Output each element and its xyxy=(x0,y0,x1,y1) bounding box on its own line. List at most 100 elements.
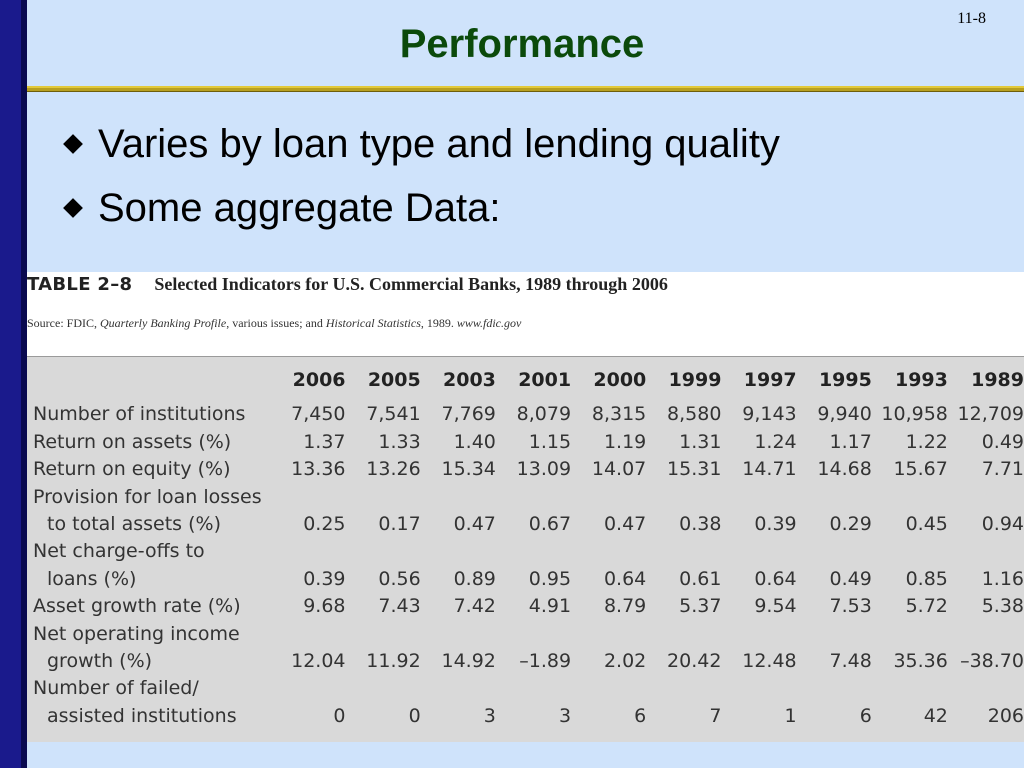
empty-cell xyxy=(646,617,721,644)
header-blank xyxy=(33,362,270,398)
table-row-label-line: Number of failed/ xyxy=(33,672,1024,699)
empty-cell xyxy=(797,480,872,507)
value-cell: –38.70 xyxy=(960,649,1024,672)
empty-cell xyxy=(571,617,646,644)
empty-cell xyxy=(421,672,496,699)
value-cell: 13.36 xyxy=(291,458,346,481)
row-label: Asset growth rate (%) xyxy=(33,595,241,618)
data-table-image: TABLE 2–8 Selected Indicators for U.S. Co… xyxy=(27,272,1024,742)
empty-cell xyxy=(948,535,1024,562)
value-cell: 0.29 xyxy=(829,512,872,535)
value-cell: 1.24 xyxy=(754,430,797,453)
value-cell: 11.92 xyxy=(366,649,421,672)
empty-cell xyxy=(646,480,721,507)
value-cell: 0.64 xyxy=(603,567,647,590)
row-label-continuation: to total assets (%) xyxy=(47,512,221,535)
table-row: Asset growth rate (%) 9.68 7.43 7.42 4.91 8.7… xyxy=(33,590,1024,617)
empty-cell xyxy=(270,480,345,507)
value-cell: 13.09 xyxy=(516,458,572,481)
value-cell: 1.16 xyxy=(981,567,1024,590)
empty-cell xyxy=(797,535,872,562)
value-cell: 7.43 xyxy=(378,595,421,618)
value-cell: 12.04 xyxy=(291,649,346,672)
empty-cell xyxy=(646,535,721,562)
value-cell: 14.07 xyxy=(591,458,647,481)
value-cell: 7,541 xyxy=(366,403,421,426)
value-cell: 3 xyxy=(558,704,572,727)
empty-cell xyxy=(948,617,1024,644)
row-label: Number of institutions xyxy=(33,403,246,426)
value-cell: 0.61 xyxy=(679,567,722,590)
value-cell: 12,709 xyxy=(957,403,1024,426)
table-source: Source: FDIC, Quarterly Banking Profile,… xyxy=(27,316,522,330)
title-divider xyxy=(27,86,1024,92)
value-cell: 0.94 xyxy=(981,512,1024,535)
value-cell: 0.47 xyxy=(603,512,647,535)
row-label: Net charge-offs to xyxy=(33,540,205,563)
value-cell: 0.56 xyxy=(378,567,421,590)
table-title: Selected Indicators for U.S. Commercial … xyxy=(154,274,668,294)
row-label-continuation: assisted institutions xyxy=(47,704,237,727)
value-cell: 0.49 xyxy=(981,430,1024,453)
value-cell: 8,079 xyxy=(516,403,572,426)
value-cell: 1.40 xyxy=(453,430,496,453)
empty-cell xyxy=(346,480,421,507)
value-cell: 1.22 xyxy=(905,430,948,453)
row-label-continuation: growth (%) xyxy=(47,649,153,672)
empty-cell xyxy=(571,480,646,507)
value-cell: 0.17 xyxy=(378,512,421,535)
empty-cell xyxy=(496,480,571,507)
empty-cell xyxy=(721,672,796,699)
value-cell: 0.49 xyxy=(829,567,872,590)
value-cell: 13.26 xyxy=(366,458,421,481)
empty-cell xyxy=(346,535,421,562)
bullet-item: Varies by loan type and lending quality xyxy=(63,112,780,176)
empty-cell xyxy=(496,672,571,699)
indicators-table: 2006 2005 2003 2001 2000 1999 1997 1995 1993 1989… xyxy=(33,362,1024,727)
year-header: 2000 xyxy=(593,369,647,391)
empty-cell xyxy=(421,480,496,507)
value-cell: 0 xyxy=(408,704,421,727)
row-label: Return on equity (%) xyxy=(33,458,231,481)
value-cell: 7.42 xyxy=(453,595,496,618)
value-cell: 14.92 xyxy=(441,649,496,672)
diamond-bullet-icon xyxy=(63,134,83,154)
value-cell: 8,580 xyxy=(667,403,722,426)
empty-cell xyxy=(721,480,796,507)
year-header: 1989 xyxy=(971,369,1024,391)
empty-cell xyxy=(948,672,1024,699)
empty-cell xyxy=(948,480,1024,507)
empty-cell xyxy=(721,535,796,562)
row-label: to total assets (%) xyxy=(33,508,270,535)
empty-cell xyxy=(496,617,571,644)
value-cell: 4.91 xyxy=(528,595,572,618)
value-cell: 1.17 xyxy=(829,430,872,453)
value-cell: 1 xyxy=(784,704,797,727)
table-body-background xyxy=(27,356,1024,742)
row-label: loans (%) xyxy=(33,562,270,590)
empty-cell xyxy=(571,535,646,562)
row-label-continuation: loans (%) xyxy=(47,567,137,590)
value-cell: 9.68 xyxy=(303,595,346,618)
value-cell: 2.02 xyxy=(603,649,647,672)
value-cell: 0.39 xyxy=(303,567,346,590)
value-cell: 1.31 xyxy=(679,430,722,453)
value-cell: 7,769 xyxy=(441,403,496,426)
value-cell: 15.31 xyxy=(667,458,722,481)
value-cell: 12.48 xyxy=(742,649,797,672)
value-cell: 6 xyxy=(634,704,647,727)
year-header: 2001 xyxy=(518,369,572,391)
year-header: 2006 xyxy=(292,369,346,391)
value-cell: 7,450 xyxy=(291,403,346,426)
value-cell: 206 xyxy=(987,704,1024,727)
value-cell: 14.71 xyxy=(742,458,797,481)
value-cell: 8.79 xyxy=(603,595,647,618)
value-cell: 3 xyxy=(483,704,496,727)
value-cell: 1.33 xyxy=(378,430,421,453)
empty-cell xyxy=(872,672,948,699)
value-cell: 8,315 xyxy=(591,403,647,426)
value-cell: 20.42 xyxy=(667,649,722,672)
table-row-label-line: Provision for loan losses xyxy=(33,480,1024,508)
table-row-label-line: Net operating income xyxy=(33,617,1024,645)
slide-number: 11-8 xyxy=(957,10,986,27)
